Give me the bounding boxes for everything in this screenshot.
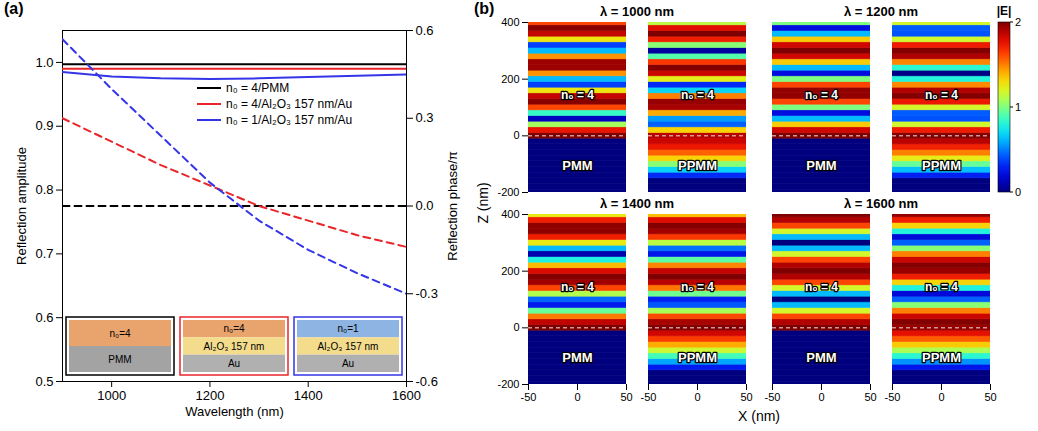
svg-text:λ = 1200 nm: λ = 1200 nm bbox=[844, 4, 918, 19]
svg-text:λ = 1000 nm: λ = 1000 nm bbox=[600, 4, 674, 19]
svg-text:1600: 1600 bbox=[392, 388, 421, 403]
svg-text:λ = 1400 nm: λ = 1400 nm bbox=[600, 196, 674, 211]
svg-text:0: 0 bbox=[574, 391, 580, 403]
svg-text:0: 0 bbox=[513, 321, 519, 333]
svg-text:n₀ = 4: n₀ = 4 bbox=[805, 88, 838, 102]
svg-text:-50: -50 bbox=[765, 391, 781, 403]
svg-text:PMM: PMM bbox=[806, 350, 836, 365]
svg-text:50: 50 bbox=[740, 391, 752, 403]
svg-text:50: 50 bbox=[984, 391, 996, 403]
svg-text:0: 0 bbox=[938, 391, 944, 403]
svg-text:200: 200 bbox=[501, 73, 519, 85]
svg-text:1: 1 bbox=[1015, 101, 1021, 113]
html-text:n₀ = 4/PMM: n₀ = 4/PMM bbox=[226, 81, 290, 95]
svg-text:Al₂O₃ 157 nm: Al₂O₃ 157 nm bbox=[204, 341, 265, 352]
html-text:n₀ = 4/Al₂O₃ 157 nm/Au: n₀ = 4/Al₂O₃ 157 nm/Au bbox=[226, 97, 353, 111]
svg-text:0.5: 0.5 bbox=[35, 374, 53, 389]
svg-text:0.6: 0.6 bbox=[416, 23, 434, 38]
svg-text:0.9: 0.9 bbox=[35, 118, 53, 133]
svg-text:n₀ = 4: n₀ = 4 bbox=[561, 88, 594, 102]
svg-text:0: 0 bbox=[513, 129, 519, 141]
svg-text:0.0: 0.0 bbox=[416, 198, 434, 213]
svg-text:200: 200 bbox=[501, 265, 519, 277]
svg-text:PMM: PMM bbox=[108, 354, 131, 365]
svg-text:PPMM: PPMM bbox=[922, 158, 961, 173]
svg-text:-200: -200 bbox=[497, 378, 519, 390]
svg-text:-0.6: -0.6 bbox=[416, 374, 438, 389]
svg-text:-50: -50 bbox=[885, 391, 901, 403]
svg-text:400: 400 bbox=[501, 208, 519, 220]
svg-text:0.7: 0.7 bbox=[35, 246, 53, 261]
svg-text:-0.3: -0.3 bbox=[416, 286, 438, 301]
svg-text:Au: Au bbox=[228, 358, 240, 369]
svg-text:Reflection amplitude: Reflection amplitude bbox=[14, 147, 29, 265]
svg-text:-200: -200 bbox=[497, 186, 519, 198]
svg-text:1000: 1000 bbox=[97, 388, 126, 403]
svg-text:λ = 1600 nm: λ = 1600 nm bbox=[844, 196, 918, 211]
svg-text:X (nm): X (nm) bbox=[738, 408, 780, 424]
svg-text:n₀ = 4: n₀ = 4 bbox=[681, 88, 714, 102]
svg-text:1200: 1200 bbox=[195, 388, 224, 403]
svg-text:Al₂O₃ 157 nm: Al₂O₃ 157 nm bbox=[318, 341, 379, 352]
svg-text:-50: -50 bbox=[521, 391, 537, 403]
svg-text:1.0: 1.0 bbox=[35, 55, 53, 70]
svg-text:n₀ = 4: n₀ = 4 bbox=[805, 280, 838, 294]
svg-text:Reflection phase/π: Reflection phase/π bbox=[445, 151, 460, 260]
svg-text:n₀ = 4: n₀ = 4 bbox=[681, 280, 714, 294]
svg-text:0.3: 0.3 bbox=[416, 110, 434, 125]
svg-text:PPMM: PPMM bbox=[678, 350, 717, 365]
svg-text:n₀=1: n₀=1 bbox=[337, 323, 359, 334]
svg-text:0: 0 bbox=[694, 391, 700, 403]
svg-text:|E|: |E| bbox=[997, 4, 1012, 18]
svg-text:n₀=4: n₀=4 bbox=[109, 328, 131, 339]
svg-text:-50: -50 bbox=[641, 391, 657, 403]
svg-text:Z (nm): Z (nm) bbox=[475, 182, 491, 223]
svg-text:0: 0 bbox=[818, 391, 824, 403]
svg-text:PMM: PMM bbox=[806, 158, 836, 173]
svg-text:0: 0 bbox=[1015, 186, 1021, 198]
svg-text:PPMM: PPMM bbox=[922, 350, 961, 365]
html-text:(a): (a) bbox=[4, 0, 24, 17]
svg-text:2: 2 bbox=[1015, 16, 1021, 28]
svg-text:n₀ = 4: n₀ = 4 bbox=[925, 88, 958, 102]
svg-text:1400: 1400 bbox=[294, 388, 323, 403]
svg-text:Wavelength (nm): Wavelength (nm) bbox=[185, 404, 284, 419]
svg-text:50: 50 bbox=[620, 391, 632, 403]
svg-text:0.6: 0.6 bbox=[35, 310, 53, 325]
svg-text:n₀ = 4: n₀ = 4 bbox=[925, 280, 958, 294]
svg-text:PMM: PMM bbox=[562, 158, 592, 173]
svg-text:PMM: PMM bbox=[562, 350, 592, 365]
svg-text:n₀=4: n₀=4 bbox=[223, 323, 245, 334]
svg-text:50: 50 bbox=[864, 391, 876, 403]
svg-text:400: 400 bbox=[501, 16, 519, 28]
svg-text:0.8: 0.8 bbox=[35, 182, 53, 197]
svg-text:n₀ = 4: n₀ = 4 bbox=[561, 280, 594, 294]
svg-text:PPMM: PPMM bbox=[678, 158, 717, 173]
svg-text:Au: Au bbox=[342, 358, 354, 369]
html-text:(b): (b) bbox=[474, 0, 495, 17]
html-text:n₀ = 1/Al₂O₃ 157 nm/Au: n₀ = 1/Al₂O₃ 157 nm/Au bbox=[226, 113, 353, 127]
